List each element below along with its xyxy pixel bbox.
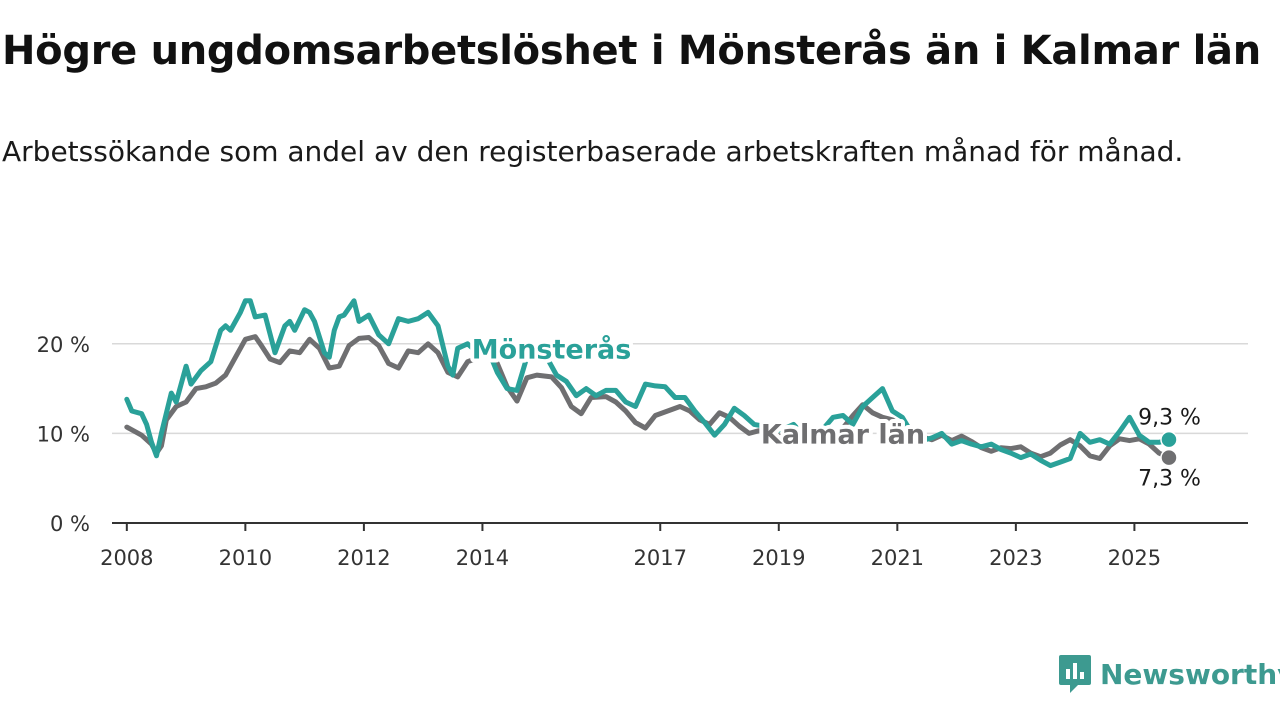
x-tick-label: 2025	[1108, 546, 1161, 570]
chart-subtitle: Arbetssökande som andel av den registerb…	[2, 135, 1184, 168]
y-tick-label: 10 %	[37, 422, 90, 446]
annotations: 7,3 % 9,3 % Kalmar län Mönsterås	[468, 329, 1204, 494]
x-tick-label: 2023	[989, 546, 1042, 570]
x-tick-label: 2019	[752, 546, 805, 570]
end-value-label-kalmar-l-n: 7,3 %	[1138, 467, 1201, 492]
x-tick-label: 2008	[100, 546, 153, 570]
series-name-label-kalmar-l-n: Kalmar län	[761, 419, 925, 450]
line-chart: 0 % 10 % 20 % 2008 2010 2012 2014 2017 2019 2021…	[37, 298, 1248, 570]
gridlines: 0 % 10 % 20 %	[37, 333, 1248, 536]
x-tick-label: 2010	[219, 546, 272, 570]
series-lines	[124, 298, 1178, 469]
x-tick-label: 2021	[871, 546, 924, 570]
x-axis: 2008 2010 2012 2014 2017 2019 2021 2023 2025	[100, 522, 1248, 570]
series-line-kalmar-l-n	[124, 334, 1172, 461]
end-point-kalmar-l-n	[1160, 448, 1178, 467]
brand-name: Newsworthy	[1100, 657, 1280, 691]
chart-title: Högre ungdomsarbetslöshet i Mönsterås än…	[2, 28, 1261, 74]
x-tick-label: 2012	[337, 546, 390, 570]
series-name-label-m-nster-s: Mönsterås	[472, 333, 632, 365]
x-tick-label: 2014	[456, 546, 509, 570]
newsworthy-logo-icon	[1059, 655, 1091, 693]
x-tick-label: 2017	[634, 546, 687, 570]
newsworthy-brand: Newsworthy	[1058, 652, 1280, 696]
end-point-m-nster-s	[1160, 430, 1178, 449]
end-value-label-m-nster-s: 9,3 %	[1138, 406, 1201, 431]
y-tick-label: 0 %	[50, 512, 90, 536]
y-tick-label: 20 %	[37, 333, 90, 357]
series-line-m-nster-s	[124, 298, 1172, 469]
